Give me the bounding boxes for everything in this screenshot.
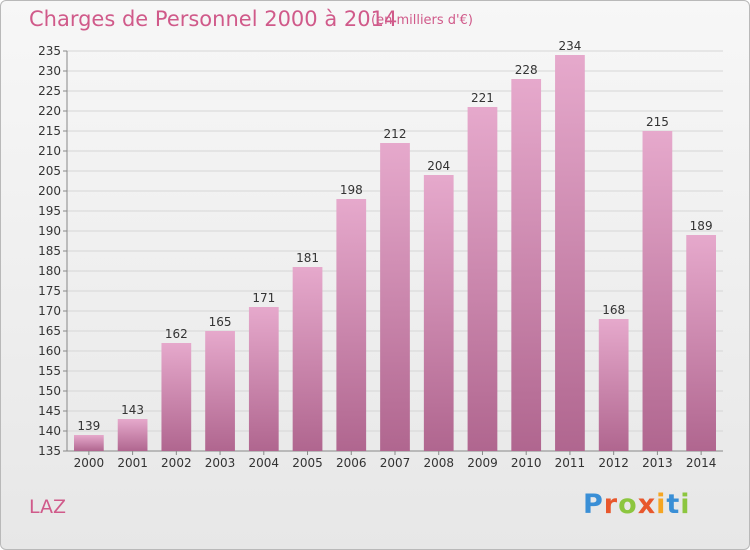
bar [555,55,585,451]
bar [205,331,235,451]
bars [73,55,717,451]
logo-letter: r [603,489,619,520]
x-tick-label: 2004 [249,456,280,470]
x-tick-label: 2008 [423,456,454,470]
y-tick-label: 160 [38,344,61,358]
x-tick-label: 2014 [686,456,717,470]
y-tick-label: 200 [38,184,61,198]
data-label: 168 [602,303,625,317]
data-label: 181 [296,251,319,265]
data-label: 139 [77,419,100,433]
bar [336,199,367,451]
logo-letter: i [656,489,667,520]
x-tick-label: 2001 [117,456,148,470]
y-tick-label: 135 [38,444,61,458]
x-tick-label: 2002 [161,456,192,470]
x-tick-label: 2005 [292,456,323,470]
logo-letter: o [618,489,638,520]
data-label: 204 [427,159,450,173]
y-tick-label: 225 [38,84,61,98]
bar [292,267,323,451]
x-tick-label: 2012 [598,456,629,470]
data-label: 165 [209,315,232,329]
y-tick-label: 145 [38,404,61,418]
logo-letter: i [680,489,691,520]
y-tick-label: 235 [38,44,61,58]
logo-letter: x [637,489,657,520]
bar [598,319,629,451]
bar [642,131,673,451]
y-tick-label: 210 [38,144,61,158]
logo-letter: P [583,489,604,520]
y-tick-label: 220 [38,104,61,118]
commune-name: LAZ [29,496,67,518]
y-tick-label: 215 [38,124,61,138]
y-tick-label: 170 [38,304,61,318]
data-label: 234 [558,39,581,53]
bar [73,435,104,451]
chart-title: Charges de Personnel 2000 à 2014 [29,7,398,31]
data-label: 212 [384,127,407,141]
y-tick-label: 150 [38,384,61,398]
y-tick-label: 180 [38,264,61,278]
x-tick-label: 2006 [336,456,367,470]
proxiti-logo[interactable]: Proxiti [583,489,691,520]
y-tick-label: 205 [38,164,61,178]
y-tick-label: 175 [38,284,61,298]
y-tick-label: 230 [38,64,61,78]
y-tick-label: 195 [38,204,61,218]
chart-unit-label: (en milliers d'€) [371,13,473,28]
bar [511,79,542,451]
data-label: 198 [340,183,363,197]
labels: 135 140 145 150 155 160 165 170 175 180 185 190 195 2… [38,39,716,470]
bar [423,175,454,451]
x-tick-label: 2007 [380,456,411,470]
x-tick-label: 2011 [555,456,586,470]
bar [467,107,498,451]
logo-letter: t [666,489,681,520]
y-tick-label: 155 [38,364,61,378]
bar [161,343,192,451]
y-tick-label: 190 [38,224,61,238]
data-label: 171 [252,291,275,305]
data-label: 189 [690,219,713,233]
bar [380,143,410,451]
y-tick-label: 185 [38,244,61,258]
y-tick-label: 140 [38,424,61,438]
data-label: 221 [471,91,494,105]
data-label: 215 [646,115,669,129]
x-tick-label: 2009 [467,456,498,470]
data-label: 162 [165,327,188,341]
x-tick-label: 2000 [74,456,105,470]
x-tick-label: 2003 [205,456,236,470]
y-tick-label: 165 [38,324,61,338]
bar [248,307,279,451]
x-tick-label: 2010 [511,456,542,470]
x-tick-label: 2013 [642,456,673,470]
bar [117,419,148,451]
bar [686,235,717,451]
data-label: 143 [121,403,144,417]
data-label: 228 [515,63,538,77]
